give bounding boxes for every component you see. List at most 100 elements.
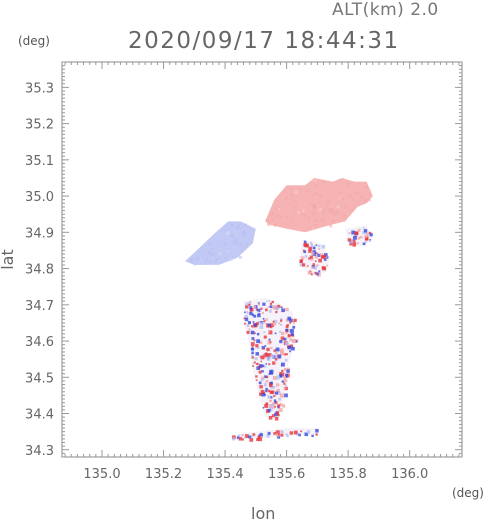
echo-speckle (252, 433, 256, 436)
echo-speckle (321, 181, 325, 184)
echo-speckle (361, 195, 364, 199)
echo-speckle (303, 250, 307, 254)
echo-speckle (291, 219, 294, 222)
echo-speckle (269, 390, 273, 394)
echo-speckle (267, 323, 271, 327)
echo-speckle (272, 305, 277, 310)
region-west-negative (185, 221, 256, 265)
echo-speckle (243, 246, 246, 249)
echo-speckle (244, 311, 246, 314)
echo-speckle (329, 224, 333, 228)
x-tick-label: 135.8 (330, 467, 367, 482)
echo-speckle (359, 235, 363, 239)
echo-speckle (316, 272, 319, 276)
echo-speckle (310, 241, 313, 244)
echo-speckle (193, 264, 196, 266)
echo-speckle (312, 205, 316, 209)
echo-speckle (351, 230, 356, 235)
echo-speckle (258, 312, 261, 315)
echo-speckle (255, 308, 258, 311)
echo-speckle (213, 253, 215, 255)
echo-speckle (243, 317, 246, 320)
echo-speckle (273, 224, 277, 227)
echo-speckle (294, 190, 298, 194)
echo-speckle (275, 307, 279, 311)
echo-speckle (224, 242, 227, 245)
echo-speckle (310, 244, 314, 248)
echo-speckle (238, 434, 241, 437)
echo-speckle (256, 339, 260, 344)
y-tick-label: 35.0 (25, 190, 54, 205)
echo-speckle (352, 242, 356, 247)
echo-speckle (279, 214, 283, 218)
echo-speckle (342, 197, 345, 200)
echo-speckle (189, 259, 193, 263)
echo-speckle (328, 208, 332, 212)
echo-speckle (285, 373, 288, 377)
echo-speckle (238, 437, 243, 441)
echo-speckle (261, 376, 265, 380)
echo-speckle (290, 329, 294, 333)
echo-speckle (270, 323, 274, 328)
echo-speckle (242, 230, 245, 233)
echo-speckle (264, 353, 269, 357)
echo-speckle (368, 239, 371, 242)
echo-speckle (263, 320, 266, 323)
echo-speckle (308, 220, 311, 222)
echo-speckle (272, 385, 276, 389)
echo-speckle (303, 240, 307, 243)
echo-speckle (354, 191, 357, 195)
echo-speckle (268, 363, 271, 366)
echo-speckle (264, 394, 266, 396)
echo-speckle (218, 245, 221, 248)
echo-speckle (281, 380, 284, 383)
echo-speckle (281, 404, 286, 408)
echo-speckle (257, 320, 261, 324)
echo-speckle (232, 437, 236, 441)
region-northeast-mixed (345, 225, 373, 247)
echo-speckle (264, 345, 267, 347)
echo-speckle (285, 341, 289, 346)
echo-speckle (257, 311, 259, 313)
echo-speckle (274, 358, 278, 361)
echo-speckle (265, 318, 268, 321)
echo-speckle (234, 241, 238, 245)
echo-speckle (236, 234, 238, 236)
echo-speckle (293, 318, 297, 322)
echo-speckle (280, 433, 284, 437)
echo-speckle (284, 393, 288, 398)
echo-speckle (319, 208, 323, 212)
y-tick-label: 34.7 (25, 299, 54, 314)
echo-speckle (328, 196, 330, 199)
echo-speckle (274, 319, 278, 324)
echo-speckle (251, 345, 254, 348)
observation-datetime: 2020/09/17 18:44:31 (128, 28, 400, 54)
echo-speckle (336, 205, 340, 209)
echo-speckle (283, 375, 286, 379)
echo-speckle (245, 243, 248, 246)
echo-speckle (264, 375, 267, 378)
echo-speckle (317, 253, 321, 257)
echo-speckle (274, 215, 278, 219)
y-tick-label: 34.9 (25, 226, 54, 241)
echo-speckle (256, 363, 258, 365)
echo-speckle (257, 308, 261, 312)
echo-speckle (225, 257, 228, 260)
echo-speckle (253, 339, 256, 342)
echo-speckle (279, 372, 282, 375)
echo-speckle (286, 324, 289, 327)
echo-speckle (209, 260, 211, 263)
echo-speckle (261, 311, 264, 315)
echo-speckle (364, 185, 368, 189)
echo-speckle (314, 260, 317, 262)
echo-speckle (276, 389, 279, 392)
echo-speckle (287, 345, 292, 350)
echo-speckle (343, 214, 346, 218)
echo-speckle (289, 350, 291, 353)
echo-speckle (313, 192, 318, 196)
echo-speckle (303, 213, 307, 217)
y-tick-label: 34.4 (25, 408, 54, 423)
echo-speckle (252, 321, 255, 323)
echo-speckle (314, 271, 317, 275)
echo-speckle (260, 355, 265, 360)
